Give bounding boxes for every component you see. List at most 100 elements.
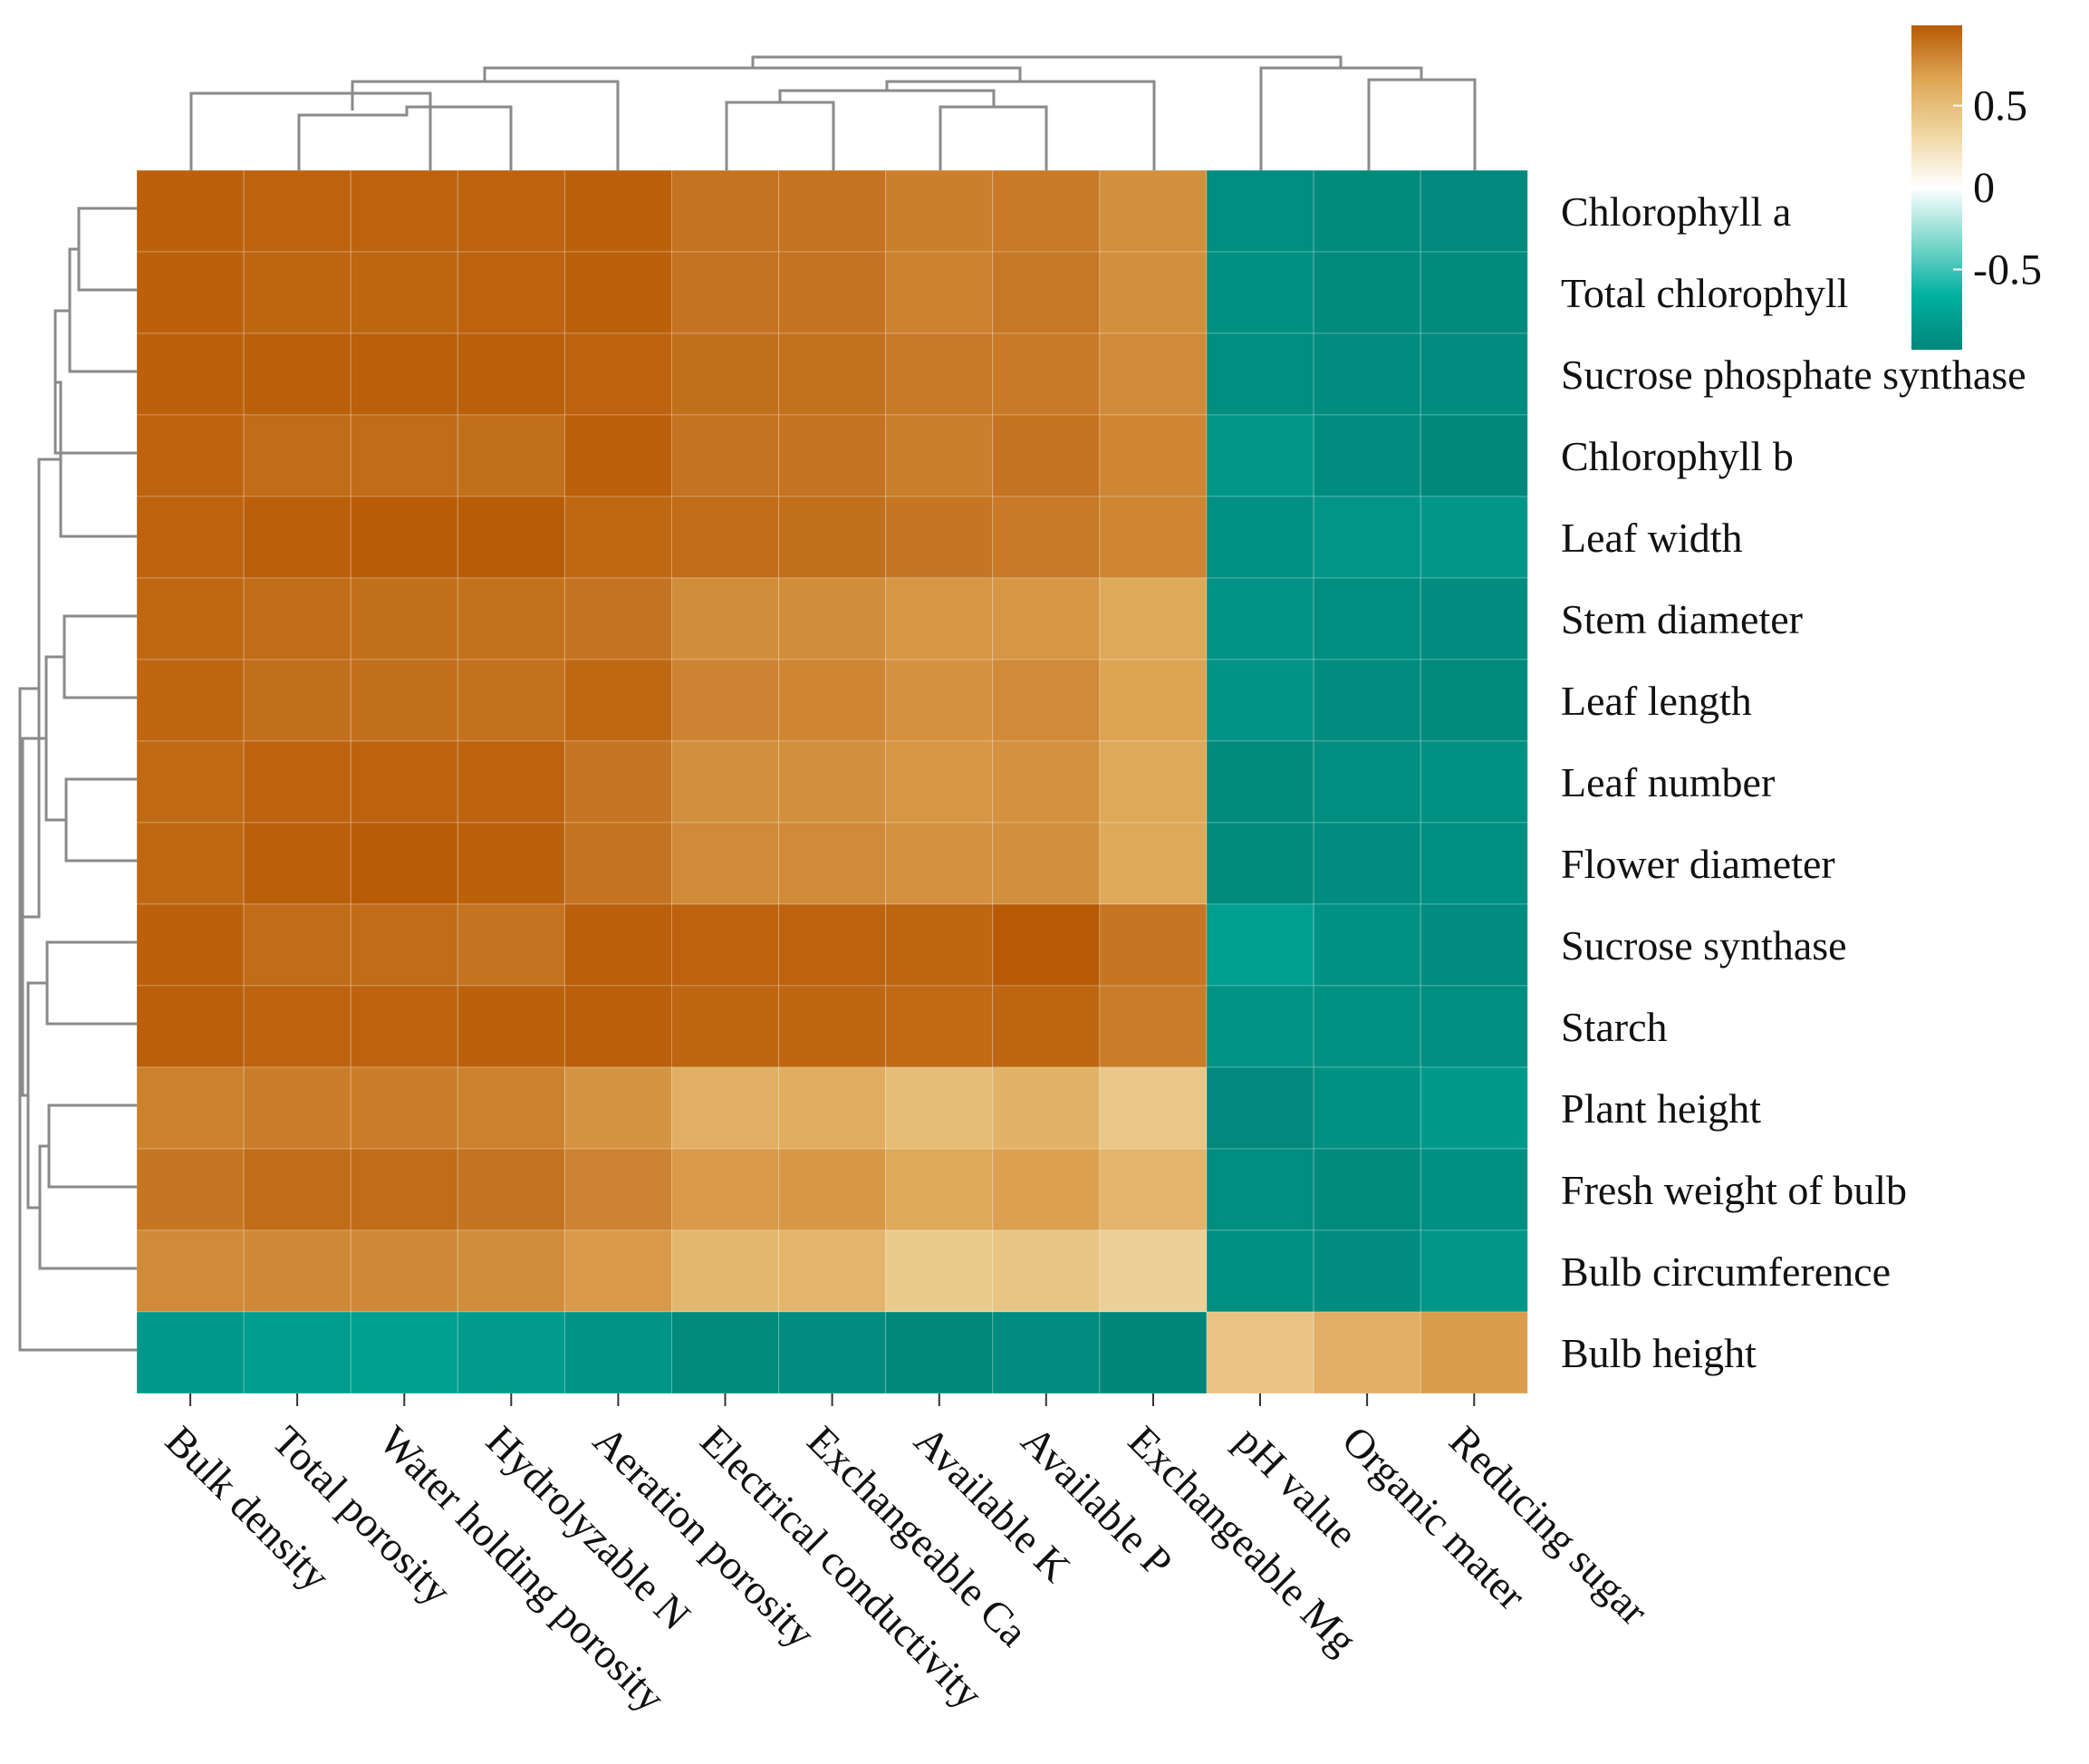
- heatmap-cell: [136, 985, 245, 1068]
- heatmap-cell: [457, 577, 565, 660]
- heatmap-cell: [1420, 1229, 1528, 1313]
- heatmap-cell: [778, 169, 887, 253]
- row-label: Chlorophyll a: [1561, 188, 1791, 235]
- heatmap-cell: [136, 659, 245, 742]
- heatmap-cell: [1206, 985, 1314, 1068]
- heatmap-cell: [992, 333, 1101, 416]
- heatmap-cell: [992, 414, 1101, 497]
- heatmap-cell: [1099, 1066, 1208, 1150]
- heatmap-cell: [1206, 659, 1314, 742]
- heatmap-cell: [992, 822, 1101, 905]
- heatmap-cell: [563, 1311, 673, 1394]
- heatmap-cell: [563, 169, 673, 253]
- heatmap-cell: [1313, 1066, 1421, 1150]
- heatmap-cell: [563, 333, 673, 416]
- heatmap-cell: [992, 985, 1101, 1068]
- heatmap-cell: [1099, 414, 1208, 497]
- row-label: Total chlorophyll: [1561, 270, 1848, 316]
- heatmap-cell: [671, 903, 780, 987]
- row-label: Leaf length: [1561, 678, 1752, 724]
- row-label: Starch: [1561, 1004, 1668, 1050]
- heatmap-cell: [457, 414, 565, 497]
- heatmap-cell: [243, 1311, 351, 1394]
- row-label: Chlorophyll b: [1561, 433, 1794, 479]
- heatmap-cell: [350, 740, 458, 824]
- heatmap-cell: [457, 251, 565, 334]
- row-label: Flower diameter: [1561, 841, 1835, 887]
- heatmap-cell: [671, 577, 780, 660]
- row-label: Bulb height: [1561, 1330, 1757, 1376]
- row-label: Sucrose phosphate synthase: [1561, 352, 2026, 398]
- colorbar-tick-label: -0.5: [1973, 246, 2042, 294]
- heatmap-cell: [992, 169, 1101, 253]
- heatmap-cell: [563, 496, 673, 579]
- heatmap-cell: [457, 985, 565, 1068]
- heatmap-cell: [1420, 740, 1528, 824]
- heatmap-cell: [778, 822, 887, 905]
- heatmap-cell: [1099, 822, 1208, 905]
- heatmap-cell: [1099, 1148, 1208, 1231]
- row-label: Stem diameter: [1561, 596, 1803, 642]
- column-label: Organic mater: [1333, 1417, 1535, 1618]
- heatmap-cell: [563, 1229, 673, 1313]
- heatmap-cell: [457, 1229, 565, 1313]
- heatmap-cell: [136, 251, 245, 334]
- heatmap-cell: [136, 740, 245, 824]
- heatmap-cell: [1420, 496, 1528, 579]
- heatmap-cell: [1313, 169, 1421, 253]
- heatmap-cell: [1206, 1229, 1314, 1313]
- heatmap-cell: [671, 496, 780, 579]
- heatmap-cell: [1099, 1311, 1208, 1394]
- row-label: Leaf number: [1561, 759, 1775, 805]
- heatmap-cell: [1313, 822, 1421, 905]
- heatmap-cell: [885, 496, 994, 579]
- heatmap-cell: [1206, 577, 1314, 660]
- heatmap-cell: [1313, 740, 1421, 824]
- heatmap-cell: [1420, 577, 1528, 660]
- heatmap-cell: [243, 1229, 351, 1313]
- heatmap-cell: [1206, 903, 1314, 987]
- heatmap-cell: [1313, 577, 1421, 660]
- heatmap-cell: [1099, 985, 1208, 1068]
- heatmap-cell: [778, 1066, 887, 1150]
- heatmap-cell: [778, 577, 887, 660]
- heatmap-cell: [671, 1311, 780, 1394]
- heatmap-cell: [350, 251, 458, 334]
- heatmap-cell: [136, 496, 245, 579]
- heatmap-cell: [885, 1066, 994, 1150]
- column-tick-marks: [189, 1393, 1476, 1406]
- heatmap-cell: [992, 1229, 1101, 1313]
- heatmap-cell: [671, 985, 780, 1068]
- heatmap-cell: [992, 740, 1101, 824]
- heatmap-cell: [350, 169, 458, 253]
- heatmap-cell: [1420, 985, 1528, 1068]
- heatmap-cell: [1206, 333, 1314, 416]
- heatmap-cell: [778, 1229, 887, 1313]
- heatmap-cell: [1420, 1066, 1528, 1150]
- heatmap-cell: [1313, 903, 1421, 987]
- heatmap-cell: [1313, 414, 1421, 497]
- heatmap-cell: [992, 1148, 1101, 1231]
- heatmap-cell: [1206, 1148, 1314, 1231]
- row-label: Plant height: [1561, 1085, 1761, 1132]
- heatmap-cell: [885, 1311, 994, 1394]
- heatmap-cell: [992, 577, 1101, 660]
- heatmap-cell: [1206, 169, 1314, 253]
- heatmap-cell: [136, 1229, 245, 1313]
- heatmap-cell: [136, 1148, 245, 1231]
- heatmap-cell: [885, 577, 994, 660]
- heatmap-cell: [1313, 1229, 1421, 1313]
- heatmap-cell: [350, 985, 458, 1068]
- heatmap-cell: [671, 659, 780, 742]
- heatmap-cell: [563, 1148, 673, 1231]
- heatmap-cell: [1099, 903, 1208, 987]
- heatmap-cell: [1099, 1229, 1208, 1313]
- heatmap-cell: [563, 414, 673, 497]
- heatmap-cell: [457, 1148, 565, 1231]
- heatmap-cell: [885, 822, 994, 905]
- row-labels: Chlorophyll a Total chlorophyll Sucrose ph…: [1561, 188, 2026, 1376]
- heatmap-cells: [136, 169, 1528, 1394]
- heatmap-cell: [136, 577, 245, 660]
- row-label: Leaf width: [1561, 515, 1743, 561]
